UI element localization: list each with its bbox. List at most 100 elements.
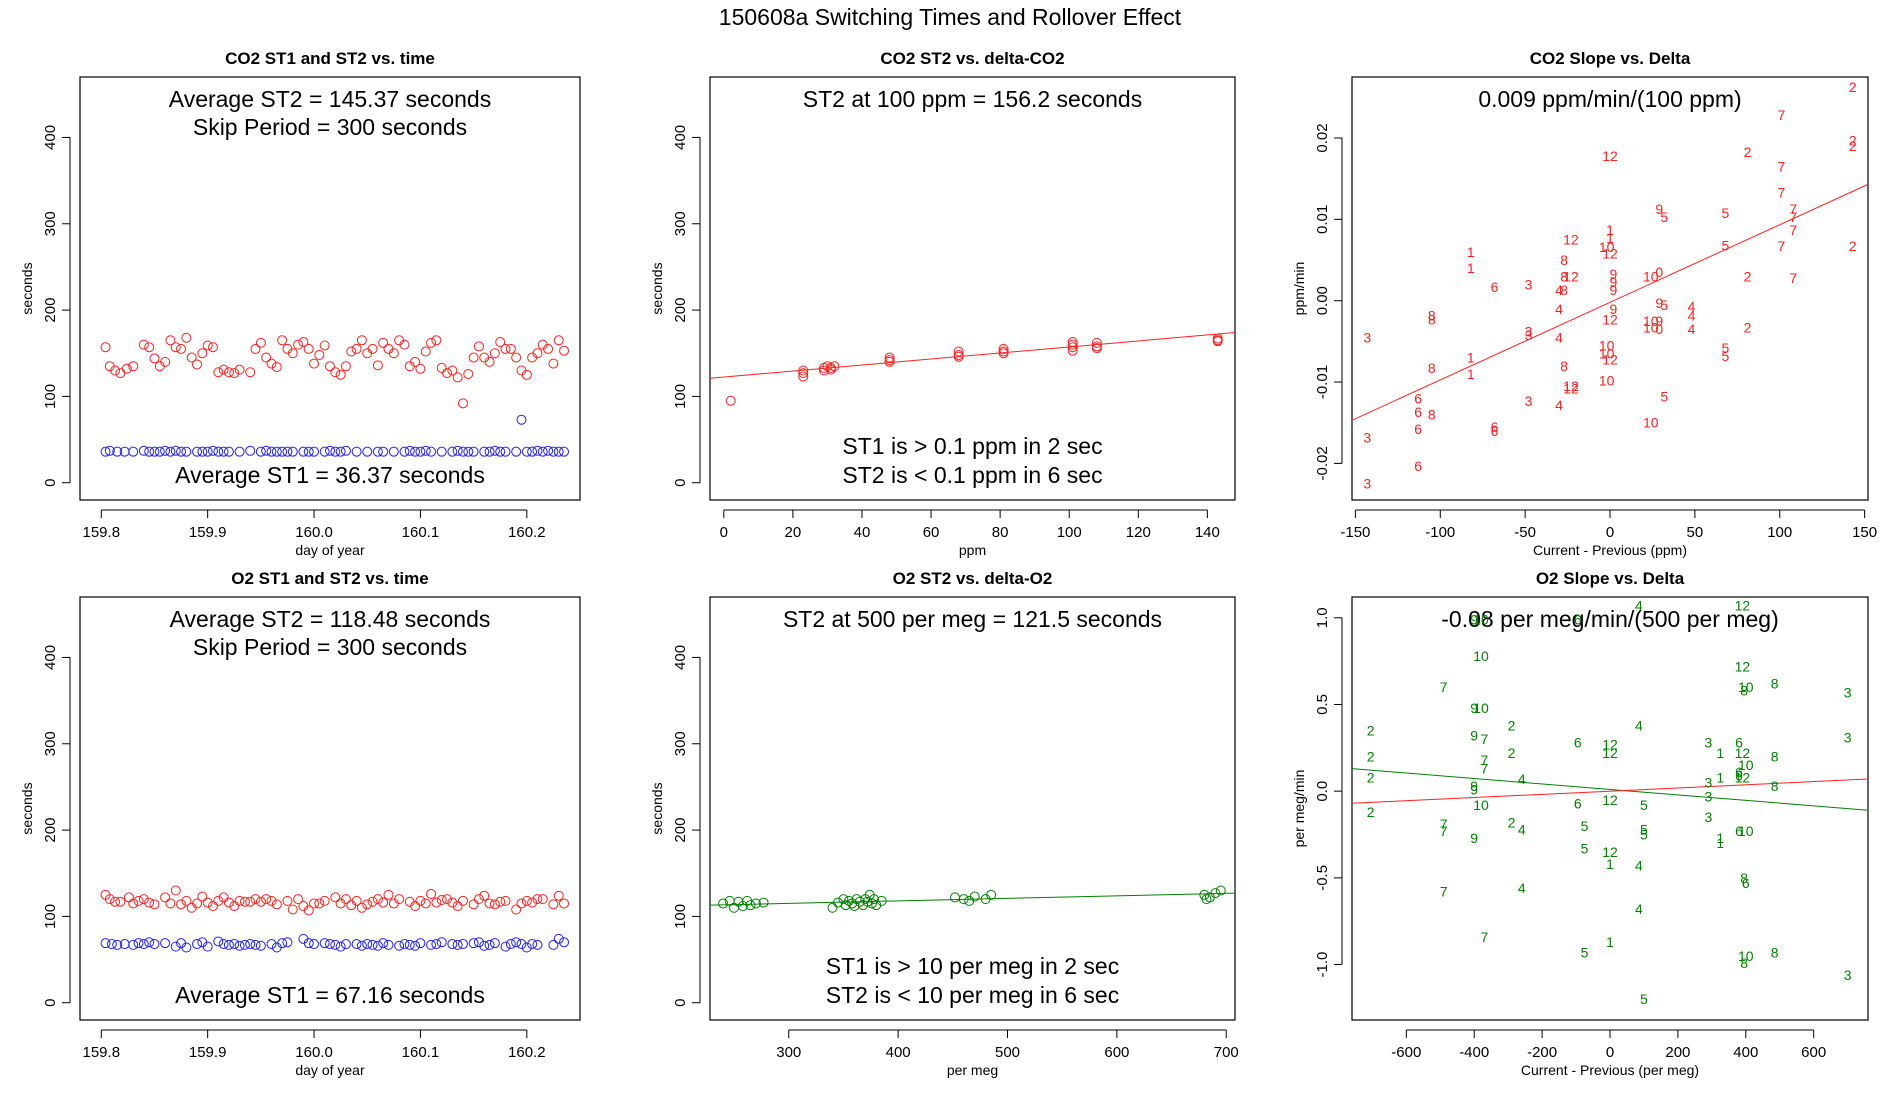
- x-axis-label: Current - Previous (ppm): [1533, 542, 1687, 558]
- data-point: [884, 355, 895, 366]
- y-tick-label: 400: [42, 125, 59, 150]
- data-point: [452, 901, 463, 912]
- data-point: [798, 368, 809, 379]
- data-point: [255, 940, 266, 951]
- data-point: [245, 896, 256, 907]
- data-point: [548, 446, 559, 457]
- data-point-label: 1: [1606, 856, 1614, 872]
- data-point-label: 4: [1555, 282, 1563, 298]
- data-point: [1091, 337, 1102, 348]
- data-point: [527, 446, 538, 457]
- x-axis-label: day of year: [295, 1062, 365, 1078]
- data-point: [245, 445, 256, 456]
- data-point-label: 10: [1473, 700, 1489, 716]
- fit-line: [709, 892, 1236, 906]
- y-tick-label: 100: [42, 904, 59, 929]
- data-point: [144, 937, 155, 948]
- data-point: [500, 446, 511, 457]
- data-point-label: 3: [1525, 276, 1533, 292]
- data-point: [149, 446, 160, 457]
- data-point-label: 7: [1789, 209, 1797, 225]
- data-point: [335, 446, 346, 457]
- data-point: [181, 332, 192, 343]
- data-point: [410, 901, 421, 912]
- data-point-label: 3: [1844, 967, 1852, 983]
- data-point: [969, 891, 980, 902]
- data-point-label: 9: [1470, 778, 1478, 794]
- plot-frame: [1351, 76, 1869, 501]
- data-point: [106, 939, 117, 950]
- data-point: [229, 939, 240, 950]
- data-point: [250, 939, 261, 950]
- y-tick-label: 0.5: [1314, 694, 1331, 715]
- data-point: [420, 445, 431, 456]
- data-point-label: 6: [1735, 735, 1743, 751]
- data-point: [282, 937, 293, 948]
- x-tick-label: 160.2: [508, 1044, 546, 1061]
- chart-title: CO2 ST1 and ST2 vs. time: [225, 49, 435, 68]
- y-axis-label: seconds: [649, 262, 665, 314]
- data-point-label: 3: [1705, 809, 1713, 825]
- x-tick-label: 0: [1606, 524, 1614, 541]
- x-tick-label: 300: [776, 1044, 801, 1061]
- data-point: [277, 335, 288, 346]
- y-axis-label: seconds: [19, 262, 35, 314]
- data-point-label: 12: [1563, 268, 1579, 284]
- x-axis-label: ppm: [959, 542, 986, 558]
- data-point: [202, 446, 213, 457]
- x-tick-label: 100: [1057, 524, 1082, 541]
- x-tick-label: 200: [1665, 1044, 1690, 1061]
- data-point-label: 5: [1581, 840, 1589, 856]
- data-point: [128, 898, 139, 909]
- y-axis-label: seconds: [19, 782, 35, 834]
- y-tick-label: 0.00: [1314, 286, 1331, 315]
- data-point-label: 8: [1771, 778, 1779, 794]
- data-point-label: 12: [1735, 658, 1751, 674]
- data-point: [447, 446, 458, 457]
- y-tick-label: 400: [672, 125, 689, 150]
- data-point-label: 12: [1602, 351, 1618, 367]
- data-point: [115, 368, 126, 379]
- data-point-label: 1: [1716, 769, 1724, 785]
- data-point-label: 2: [1849, 238, 1857, 254]
- data-point: [234, 364, 245, 375]
- data-point: [356, 902, 367, 913]
- data-point: [250, 894, 261, 905]
- data-point: [213, 446, 224, 457]
- data-point: [457, 939, 468, 950]
- data-point: [255, 337, 266, 348]
- data-point: [144, 342, 155, 353]
- data-point: [340, 939, 351, 950]
- data-point-label: 8: [1560, 282, 1568, 298]
- y-tick-label: 100: [672, 384, 689, 409]
- chart-annotation: Average ST2 = 118.48 seconds: [170, 606, 491, 632]
- data-point-label: 1: [1716, 835, 1724, 851]
- x-tick-label: 150: [1852, 524, 1877, 541]
- data-point: [553, 890, 564, 901]
- data-point-label: 9: [1470, 612, 1478, 628]
- data-point-label: 10: [1643, 320, 1659, 336]
- data-point-label: 10: [1473, 648, 1489, 664]
- data-point-label: 3: [1363, 429, 1371, 445]
- data-point: [271, 899, 282, 910]
- x-tick-label: 159.8: [83, 1044, 121, 1061]
- data-point: [527, 897, 538, 908]
- data-point: [298, 337, 309, 348]
- data-point-label: 7: [1778, 107, 1786, 123]
- chart-title: O2 ST2 vs. delta-O2: [893, 569, 1053, 588]
- data-point: [758, 897, 769, 908]
- data-point: [516, 898, 527, 909]
- data-point-label: 6: [1735, 768, 1743, 784]
- data-point-label: 4: [1635, 717, 1643, 733]
- data-point: [160, 445, 171, 456]
- data-point: [431, 897, 442, 908]
- chart-title: O2 Slope vs. Delta: [1536, 569, 1685, 588]
- data-point: [115, 896, 126, 907]
- data-point: [489, 899, 500, 910]
- x-tick-label: 400: [1733, 1044, 1758, 1061]
- data-point-label: 1: [1606, 230, 1614, 246]
- data-point-label: 7: [1480, 929, 1488, 945]
- data-point-label: 4: [1518, 880, 1526, 896]
- data-point-label: 1: [1606, 222, 1614, 238]
- data-point: [415, 895, 426, 906]
